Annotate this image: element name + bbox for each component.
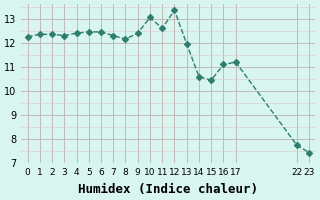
X-axis label: Humidex (Indice chaleur): Humidex (Indice chaleur) [78, 183, 258, 196]
